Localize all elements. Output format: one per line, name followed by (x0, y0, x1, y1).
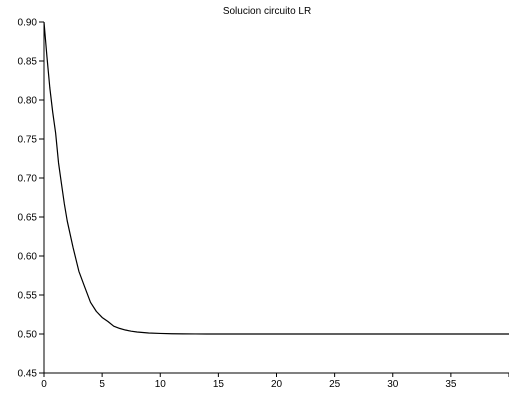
y-tick-label: 0.85 (18, 57, 38, 68)
axes: 05101520253035400.450.500.550.600.650.70… (18, 18, 509, 390)
x-tick-label: 15 (213, 379, 225, 390)
x-tick-label: 10 (155, 379, 167, 390)
x-tick-label: 0 (41, 379, 47, 390)
y-tick-label: 0.60 (18, 252, 38, 263)
x-tick-label: 25 (329, 379, 341, 390)
y-tick-label: 0.55 (18, 291, 38, 302)
x-tick-label: 5 (99, 379, 105, 390)
y-tick-label: 0.45 (18, 369, 38, 380)
x-tick-label: 20 (271, 379, 283, 390)
x-tick-label: 35 (445, 379, 457, 390)
plot-area (43, 21, 509, 335)
series-line (43, 21, 509, 335)
chart-title: Solucion circuito LR (223, 6, 311, 17)
y-tick-label: 0.75 (18, 135, 38, 146)
y-tick-label: 0.80 (18, 96, 38, 107)
y-tick-label: 0.65 (18, 213, 38, 224)
y-tick-label: 0.90 (18, 18, 38, 29)
y-tick-label: 0.50 (18, 330, 38, 341)
y-tick-label: 0.70 (18, 174, 38, 185)
x-tick-label: 30 (387, 379, 399, 390)
